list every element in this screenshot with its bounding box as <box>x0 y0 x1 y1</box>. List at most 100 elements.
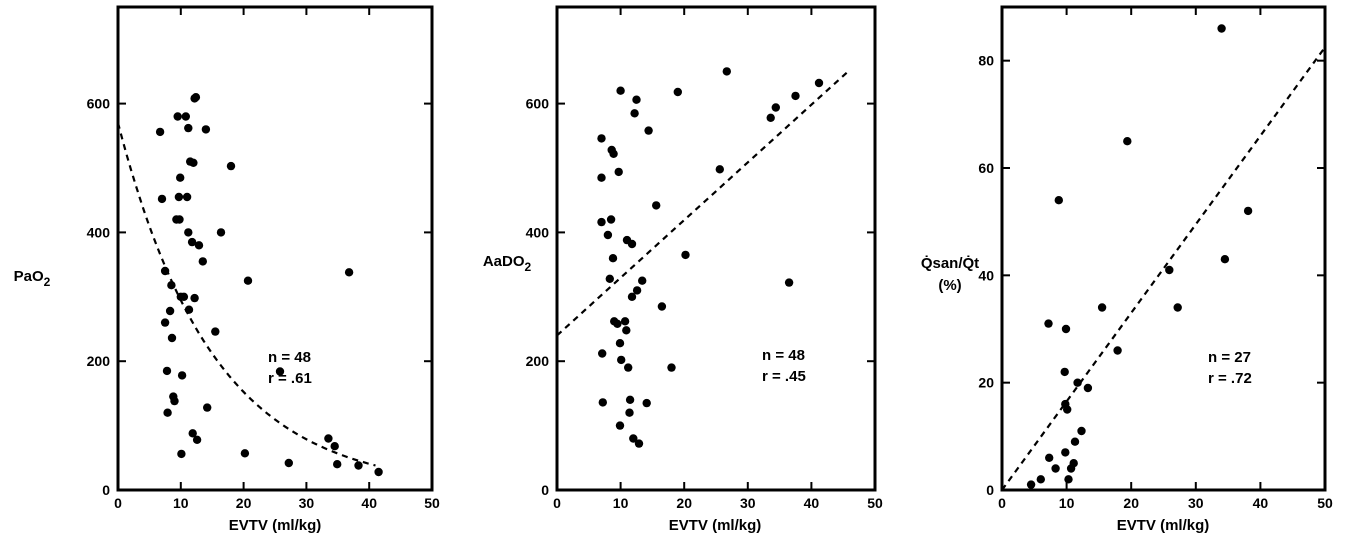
data-point <box>179 292 189 301</box>
data-point <box>1061 448 1070 457</box>
data-point <box>324 434 333 443</box>
data-point <box>615 339 625 348</box>
y-tick-label: 600 <box>87 96 111 112</box>
x-tick-label: 20 <box>1123 495 1139 511</box>
y-axis-label: PaO2 <box>14 268 51 289</box>
stat-r: r = .72 <box>1208 370 1252 387</box>
data-point <box>226 161 236 171</box>
data-point <box>333 460 342 469</box>
y-tick-label: 0 <box>986 482 994 498</box>
regression-line <box>116 122 376 467</box>
data-point <box>374 467 383 477</box>
y-tick-label: 400 <box>87 224 111 240</box>
x-axis-label: EVTV (ml/kg) <box>1117 517 1210 534</box>
y-tick-label: 20 <box>978 375 994 391</box>
data-point <box>1060 367 1069 377</box>
data-point <box>1243 206 1253 216</box>
x-tick-label: 30 <box>1188 495 1204 511</box>
data-point <box>667 363 676 372</box>
x-tick-label: 40 <box>804 495 820 511</box>
data-point <box>1077 426 1086 436</box>
data-point <box>1113 346 1122 355</box>
y-tick-label: 80 <box>978 53 994 69</box>
y-tick-label: 400 <box>526 224 550 240</box>
data-point <box>344 268 354 277</box>
plot-frame <box>555 5 877 492</box>
data-point <box>722 67 731 76</box>
data-point <box>189 158 198 167</box>
y-tick-label: 0 <box>102 482 110 498</box>
y-axis-label: Q̇san/Q̇t <box>921 255 979 272</box>
data-point <box>192 435 202 444</box>
data-point <box>652 201 661 210</box>
x-tick-label: 30 <box>740 495 756 511</box>
data-point <box>1036 475 1046 484</box>
data-point <box>627 239 637 249</box>
x-tick-label: 0 <box>114 495 122 511</box>
x-tick-label: 50 <box>1317 495 1333 511</box>
data-point <box>162 366 172 376</box>
data-point <box>1097 303 1107 312</box>
data-point <box>613 319 622 328</box>
data-point <box>644 126 653 135</box>
data-point <box>616 86 625 95</box>
data-point <box>170 396 179 406</box>
y-axis-unit: (%) <box>938 277 961 294</box>
y-axis-label-main: AaDO <box>483 253 525 270</box>
data-point <box>1220 255 1230 264</box>
chart-panel-qsan-qt: 0 10 20 30 40 50 0 20 40 60 80 EVTV (ml/kg) Q̇san/… <box>921 5 1333 534</box>
x-tick-label: 0 <box>553 495 561 511</box>
data-point <box>211 327 220 336</box>
data-point <box>622 326 631 335</box>
x-axis-label: EVTV (ml/kg) <box>229 517 322 534</box>
data-point <box>766 113 775 123</box>
data-point <box>1063 405 1072 414</box>
data-point <box>1165 265 1174 275</box>
data-point <box>605 274 614 283</box>
data-point <box>194 241 204 250</box>
data-point <box>177 371 187 380</box>
data-point <box>176 173 185 182</box>
data-point <box>1083 383 1093 393</box>
data-point <box>184 305 194 314</box>
data-point <box>597 173 606 182</box>
data-point <box>715 165 724 174</box>
data-point <box>771 103 780 112</box>
data-point <box>673 87 682 97</box>
data-point <box>784 278 794 287</box>
data-point <box>188 429 197 438</box>
data-point <box>615 421 625 430</box>
data-point <box>608 254 618 263</box>
x-tick-label: 20 <box>676 495 692 511</box>
data-point <box>167 333 177 343</box>
data-point <box>629 434 638 443</box>
data-point <box>187 237 197 247</box>
stat-n: n = 48 <box>762 347 805 364</box>
data-point <box>1026 480 1036 489</box>
x-tick-label: 0 <box>998 495 1006 511</box>
data-point <box>634 439 644 448</box>
plot-frame <box>116 5 434 492</box>
stat-r: r = .45 <box>762 368 806 385</box>
data-point <box>597 134 606 143</box>
data-point <box>1069 459 1078 468</box>
data-point <box>1054 196 1064 205</box>
x-tick-label: 50 <box>867 495 883 511</box>
data-point <box>624 363 633 372</box>
data-point <box>603 230 613 240</box>
data-point <box>657 302 667 311</box>
data-point <box>284 458 293 468</box>
data-point <box>184 123 193 133</box>
y-tick-label: 0 <box>541 482 549 498</box>
data-point <box>1061 324 1071 334</box>
data-point <box>354 461 363 470</box>
data-point <box>1123 137 1132 146</box>
stat-n: n = 48 <box>268 349 311 366</box>
data-point <box>201 125 211 134</box>
x-tick-label: 10 <box>173 495 189 511</box>
y-tick-label: 200 <box>526 353 550 369</box>
data-point <box>627 292 637 301</box>
data-point <box>181 112 190 121</box>
